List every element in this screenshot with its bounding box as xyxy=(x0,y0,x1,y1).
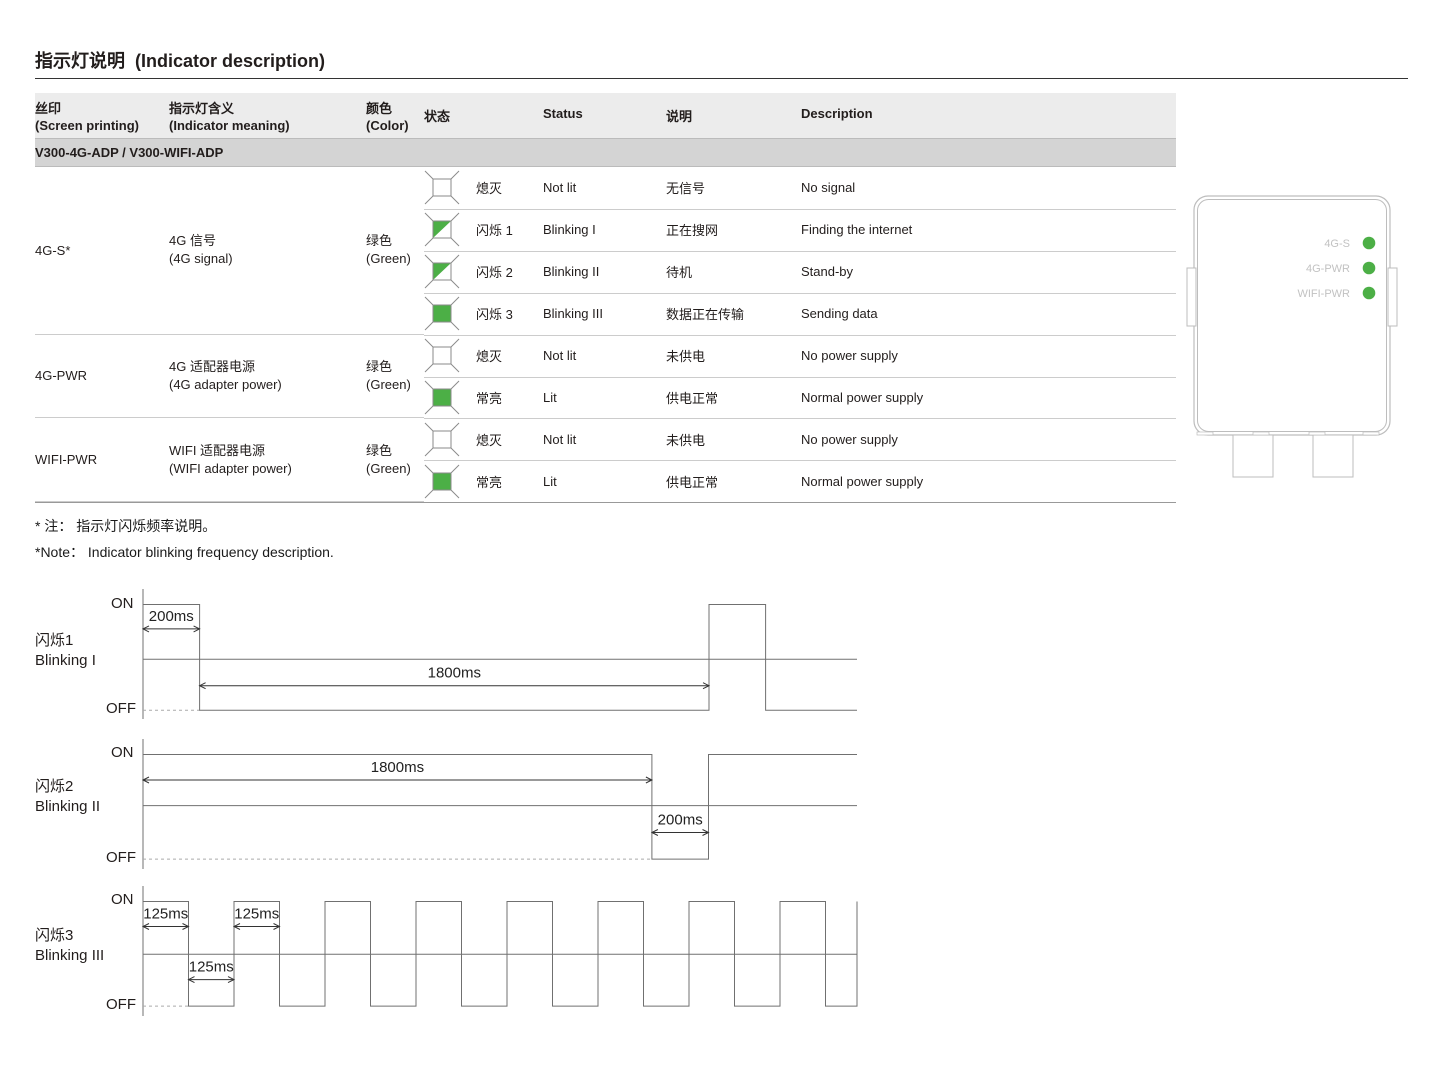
svg-text:125ms: 125ms xyxy=(143,905,188,922)
svg-text:200ms: 200ms xyxy=(658,811,703,828)
svg-text:4G-S: 4G-S xyxy=(1324,238,1350,250)
svg-text:4G-PWR: 4G-PWR xyxy=(1306,263,1350,275)
svg-text:1800ms: 1800ms xyxy=(371,759,424,776)
svg-text:WIFI-PWR: WIFI-PWR xyxy=(1297,288,1350,300)
svg-text:200ms: 200ms xyxy=(149,608,194,625)
svg-text:125ms: 125ms xyxy=(234,905,279,922)
svg-text:1800ms: 1800ms xyxy=(428,665,481,682)
svg-text:125ms: 125ms xyxy=(189,958,234,975)
